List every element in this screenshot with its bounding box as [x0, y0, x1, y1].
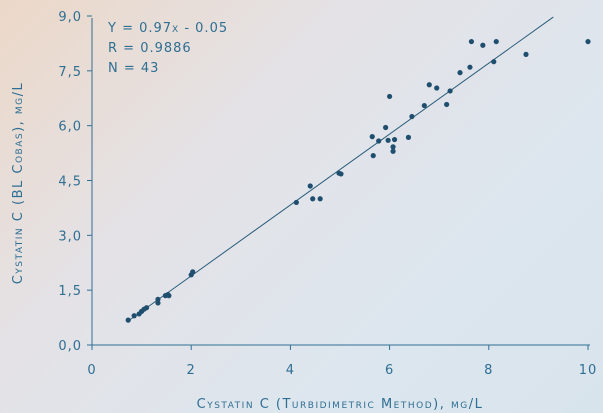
y-tick-label: 7,5 [58, 65, 82, 80]
data-point [426, 82, 432, 88]
data-point [131, 313, 137, 319]
y-tick-label: 0,0 [58, 339, 82, 354]
data-point [390, 144, 396, 150]
data-point [338, 171, 344, 177]
data-point [376, 138, 382, 144]
data-point [447, 88, 453, 94]
data-point [190, 269, 196, 275]
data-point [317, 196, 323, 202]
data-point [434, 85, 440, 91]
data-point [457, 70, 463, 76]
data-point [405, 134, 412, 140]
x-tick-label: 0 [87, 363, 96, 378]
y-tick-label: 1,5 [58, 284, 82, 299]
regression [126, 16, 554, 323]
data-point [421, 102, 427, 109]
data-point [143, 305, 150, 311]
data-point [491, 59, 497, 65]
data-point [523, 51, 529, 57]
y-tick-label: 6,0 [58, 120, 82, 135]
regression-line [126, 16, 554, 323]
y-axis-title: Cystatin C (BL Cobas), mg/L [11, 82, 26, 285]
data-point [383, 124, 389, 131]
data-point [467, 64, 473, 70]
data-point [125, 317, 131, 323]
y-tick-label: 4,5 [58, 175, 82, 190]
data-point [310, 196, 316, 202]
y-ticks: 0,0 1,5 3,0 4,5 6,0 7,5 9,0 [58, 10, 92, 354]
x-tick-label: 4 [286, 363, 295, 378]
data-point [409, 113, 415, 120]
data-point [307, 183, 313, 189]
data-point [444, 101, 450, 108]
data-point [493, 38, 499, 45]
data-point [385, 137, 391, 143]
data-point [585, 38, 591, 45]
data-points [125, 38, 591, 323]
x-tick-label: 10 [579, 363, 598, 378]
data-point [166, 293, 172, 299]
data-point [369, 134, 375, 140]
data-point [370, 153, 376, 159]
x-axis-title: Cystatin C (Turbidimetric Method), mg/L [197, 397, 484, 412]
data-point [293, 199, 299, 206]
x-tick-label: 8 [484, 363, 493, 378]
data-point [387, 93, 393, 100]
data-point [391, 136, 398, 143]
data-point [155, 296, 161, 302]
x-ticks: 0 2 4 6 8 10 [87, 345, 598, 378]
sample-size: N = 43 [108, 61, 159, 76]
correlation-coefficient: R = 0.9886 [108, 41, 192, 56]
y-tick-label: 3,0 [58, 229, 82, 244]
data-point [390, 148, 396, 154]
y-tick-label: 9,0 [58, 10, 82, 25]
regression-equation: Y = 0.97x - 0.05 [107, 21, 228, 36]
data-point [468, 38, 475, 45]
data-point [155, 300, 161, 306]
x-tick-label: 6 [385, 363, 394, 378]
data-point [480, 42, 486, 48]
x-tick-label: 2 [187, 363, 196, 378]
